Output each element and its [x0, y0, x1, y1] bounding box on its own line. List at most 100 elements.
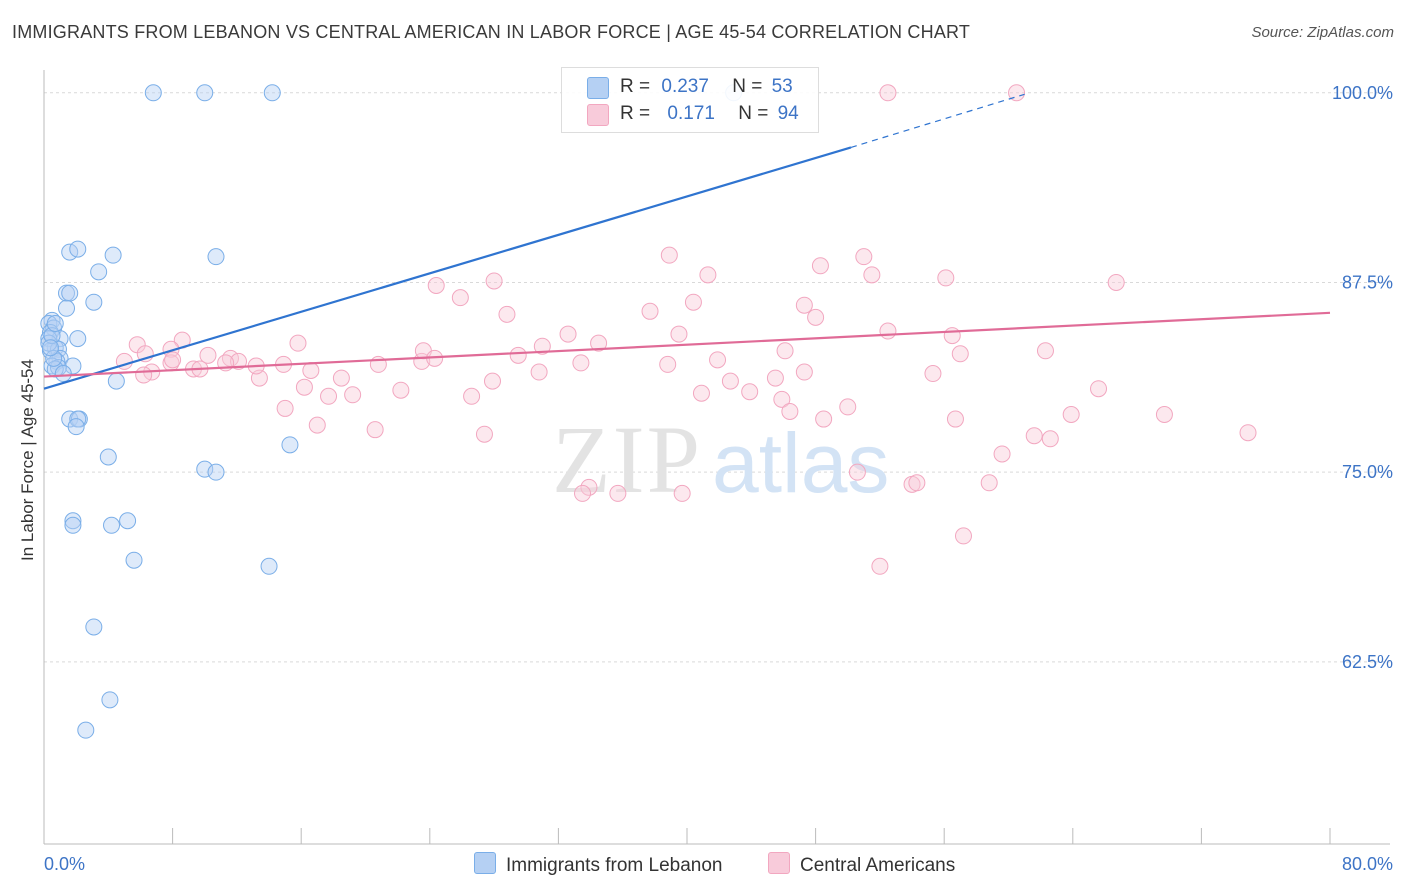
- central-americans-point-11: [451, 289, 469, 307]
- lebanon-point-52: [41, 339, 59, 357]
- bottom-legend-label-central-americans: Central Americans: [800, 855, 956, 876]
- central-americans-point-82: [954, 527, 972, 545]
- central-americans-point-69: [164, 351, 182, 369]
- central-americans-point-74: [320, 387, 338, 405]
- watermark-atlas: atlas: [712, 416, 889, 510]
- central-americans-point-8: [1107, 273, 1125, 291]
- central-americans-point-63: [135, 366, 153, 384]
- legend-r-label-1: R =: [620, 76, 651, 97]
- central-americans-point-18: [879, 322, 897, 340]
- central-americans-point-24: [509, 346, 527, 364]
- chart-title: IMMIGRANTS FROM LEBANON VS CENTRAL AMERI…: [12, 22, 971, 42]
- central-americans-point-92: [795, 363, 813, 381]
- lebanon-point-29: [107, 372, 125, 390]
- central-americans-point-61: [276, 399, 294, 417]
- central-americans-point-1: [1008, 84, 1026, 102]
- bottom-legend-central-americans: Central Americans: [768, 852, 955, 877]
- central-americans-point-12: [684, 293, 702, 311]
- legend-r-label-2: R =: [620, 103, 651, 124]
- lebanon-point-2: [263, 84, 281, 102]
- bottom-legend-label-lebanon: Immigrants from Lebanon: [506, 855, 723, 876]
- lebanon-trend-line: [43, 146, 852, 390]
- central-americans-point-87: [839, 398, 857, 416]
- central-americans-point-72: [344, 386, 362, 404]
- lebanon-point-47: [45, 349, 63, 367]
- central-americans-point-83: [980, 474, 998, 492]
- lebanon-point-5: [69, 240, 87, 258]
- central-americans-point-42: [924, 365, 942, 383]
- central-americans-point-81: [871, 557, 889, 575]
- central-americans-trend-line: [43, 311, 1331, 378]
- central-americans-point-27: [230, 352, 248, 370]
- y-tick-label-0: 62.5%: [1342, 652, 1393, 672]
- lebanon-point-11: [85, 293, 103, 311]
- legend-r-value-1: 0.237: [661, 76, 709, 97]
- bottom-legend-swatch-central-americans: [768, 852, 790, 874]
- central-americans-point-38: [721, 372, 739, 390]
- y-axis-label: In Labor Force | Age 45-54: [18, 359, 37, 561]
- central-americans-point-90: [946, 410, 964, 428]
- lebanon-point-35: [281, 436, 299, 454]
- central-americans-point-58: [392, 381, 410, 399]
- central-americans-point-6: [863, 266, 881, 284]
- central-americans-point-59: [463, 387, 481, 405]
- lebanon-point-16: [41, 324, 59, 342]
- central-americans-point-77: [580, 478, 598, 496]
- lebanon-point-8: [90, 263, 108, 281]
- central-americans-point-35: [332, 369, 350, 387]
- central-americans-point-50: [1041, 430, 1059, 448]
- lebanon-point-39: [64, 516, 82, 534]
- central-americans-point-79: [609, 484, 627, 502]
- bottom-legend-lebanon: Immigrants from Lebanon: [474, 852, 723, 877]
- legend-n-value-1: 53: [771, 76, 793, 97]
- central-americans-point-23: [533, 337, 551, 355]
- central-americans-point-71: [295, 378, 313, 396]
- central-americans-point-31: [199, 346, 217, 364]
- y-tick-label-3: 100.0%: [1332, 83, 1393, 103]
- lebanon-point-41: [119, 512, 137, 530]
- lebanon-point-17: [69, 330, 87, 348]
- legend-swatch-lebanon: [587, 77, 609, 99]
- central-americans-point-88: [692, 384, 710, 402]
- lebanon-point-36: [196, 460, 214, 478]
- lebanon-point-43: [260, 557, 278, 575]
- x-tick-label-0: 0.0%: [44, 854, 85, 874]
- central-americans-point-14: [641, 302, 659, 320]
- central-americans-point-86: [1036, 342, 1054, 360]
- central-americans-point-3: [855, 248, 873, 266]
- central-americans-point-9: [485, 272, 503, 290]
- correlation-legend: R = 0.237 N = 53 R = 0.171 N = 94: [561, 67, 819, 133]
- central-americans-point-57: [559, 325, 577, 343]
- lebanon-point-44: [85, 618, 103, 636]
- lebanon-point-10: [61, 284, 79, 302]
- central-americans-point-25: [289, 334, 307, 352]
- central-americans-point-43: [1090, 380, 1108, 398]
- x-tick-label-1: 80.0%: [1342, 854, 1393, 874]
- central-americans-point-39: [773, 390, 791, 408]
- central-americans-point-17: [807, 308, 825, 326]
- central-americans-point-20: [951, 345, 969, 363]
- central-americans-point-13: [795, 296, 813, 314]
- central-americans-point-46: [848, 463, 866, 481]
- central-americans-point-2: [660, 246, 678, 264]
- legend-n-label-1: N =: [732, 76, 763, 97]
- bottom-legend-swatch-lebanon: [474, 852, 496, 874]
- lebanon-point-42: [125, 551, 143, 569]
- central-americans-point-15: [498, 305, 516, 323]
- central-americans-point-0: [879, 84, 897, 102]
- legend-r-value-2: 0.171: [667, 103, 715, 124]
- lebanon-point-0: [144, 84, 162, 102]
- central-americans-point-40: [781, 402, 799, 420]
- lebanon-point-38: [64, 512, 82, 530]
- central-americans-point-41: [766, 369, 784, 387]
- central-americans-point-16: [670, 325, 688, 343]
- central-americans-point-73: [302, 361, 320, 379]
- central-americans-point-45: [815, 410, 833, 428]
- central-americans-point-78: [673, 484, 691, 502]
- lebanon-point-34: [99, 448, 117, 466]
- y-tick-label-1: 75.0%: [1342, 462, 1393, 482]
- y-tick-label-2: 87.5%: [1342, 272, 1393, 292]
- lebanon-point-37: [207, 463, 225, 481]
- lebanon-point-46: [77, 721, 95, 739]
